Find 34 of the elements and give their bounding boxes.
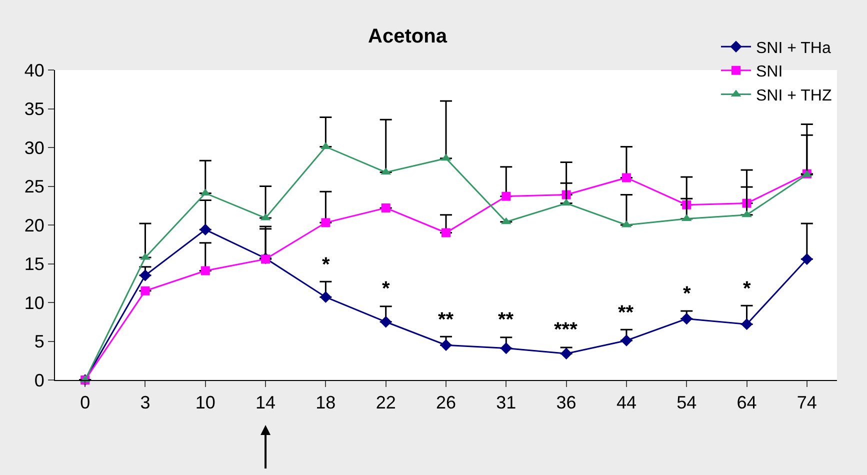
x-tick-label: 74 [796,392,817,413]
x-tick-label: 22 [376,392,396,413]
x-tick-label: 10 [195,392,216,413]
data-label: ** [498,309,514,331]
chart-title: Acetona [368,26,448,48]
y-tick-label: 15 [24,254,44,274]
legend-label: SNI + THZ [756,87,832,104]
y-tick-label: 0 [34,370,44,390]
x-tick-label: 26 [436,392,456,413]
data-label: ** [438,309,454,331]
y-tick-label: 5 [34,332,44,352]
data-label: * [382,278,390,300]
x-tick-label: 31 [496,392,516,413]
data-label: ** [618,302,634,324]
x-tick-label: 44 [616,392,636,413]
data-label: *** [554,319,578,341]
legend-label: SNI + THa [756,40,831,57]
y-tick-label: 20 [24,215,44,236]
x-tick-label: 18 [316,392,336,413]
data-label: * [743,278,751,300]
data-label: * [683,283,691,305]
data-label: * [322,254,330,276]
x-tick-label: 64 [736,392,757,413]
y-tick-label: 10 [24,292,44,313]
y-tick-label: 25 [24,176,44,197]
y-tick-label: 30 [24,138,44,158]
x-tick-label: 54 [676,392,697,413]
y-tick-label: 35 [24,99,44,120]
y-tick-label: 40 [24,60,44,80]
legend-label: SNI [756,64,783,81]
x-tick-label: 14 [256,392,276,413]
x-tick-label: 36 [556,392,576,413]
x-tick-label: 0 [80,392,90,413]
x-tick-label: 3 [140,392,150,413]
